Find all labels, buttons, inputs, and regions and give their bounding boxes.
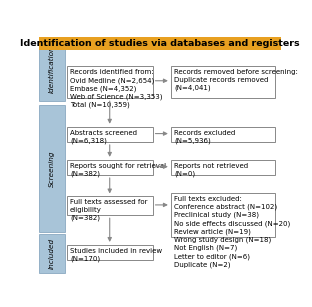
FancyBboxPatch shape — [171, 127, 275, 142]
Text: Full texts assessed for
eligibility
(N=382): Full texts assessed for eligibility (N=3… — [70, 200, 148, 221]
FancyBboxPatch shape — [39, 37, 65, 101]
Text: Records identified from:
Ovid Medline (N=2,654)
Embase (N=4,352)
Web of Science : Records identified from: Ovid Medline (N… — [70, 69, 163, 108]
Text: Records excluded
(N=5,936): Records excluded (N=5,936) — [174, 130, 235, 144]
Text: Records removed before screening:
Duplicate records removed
(N=4,041): Records removed before screening: Duplic… — [174, 69, 298, 91]
Text: Identification: Identification — [49, 45, 55, 93]
Text: Reports sought for retrieval
(N=382): Reports sought for retrieval (N=382) — [70, 163, 166, 177]
FancyBboxPatch shape — [39, 37, 281, 50]
FancyBboxPatch shape — [67, 66, 153, 98]
FancyBboxPatch shape — [171, 193, 275, 237]
FancyBboxPatch shape — [39, 105, 65, 232]
Text: Reports not retrieved
(N=0): Reports not retrieved (N=0) — [174, 163, 248, 177]
Text: Screening: Screening — [49, 150, 55, 187]
FancyBboxPatch shape — [39, 234, 65, 273]
Text: Abstracts screened
(N=6,318): Abstracts screened (N=6,318) — [70, 130, 137, 144]
Text: Full texts excluded:
Conference abstract (N=102)
Preclinical study (N=38)
No sid: Full texts excluded: Conference abstract… — [174, 196, 290, 268]
FancyBboxPatch shape — [171, 66, 275, 98]
Text: Studies included in review
(N=170): Studies included in review (N=170) — [70, 248, 162, 262]
Text: Identification of studies via databases and registers: Identification of studies via databases … — [20, 39, 300, 48]
FancyBboxPatch shape — [67, 196, 153, 215]
FancyBboxPatch shape — [67, 245, 153, 260]
Text: Included: Included — [49, 238, 55, 269]
FancyBboxPatch shape — [67, 127, 153, 142]
FancyBboxPatch shape — [67, 160, 153, 175]
FancyBboxPatch shape — [171, 160, 275, 175]
